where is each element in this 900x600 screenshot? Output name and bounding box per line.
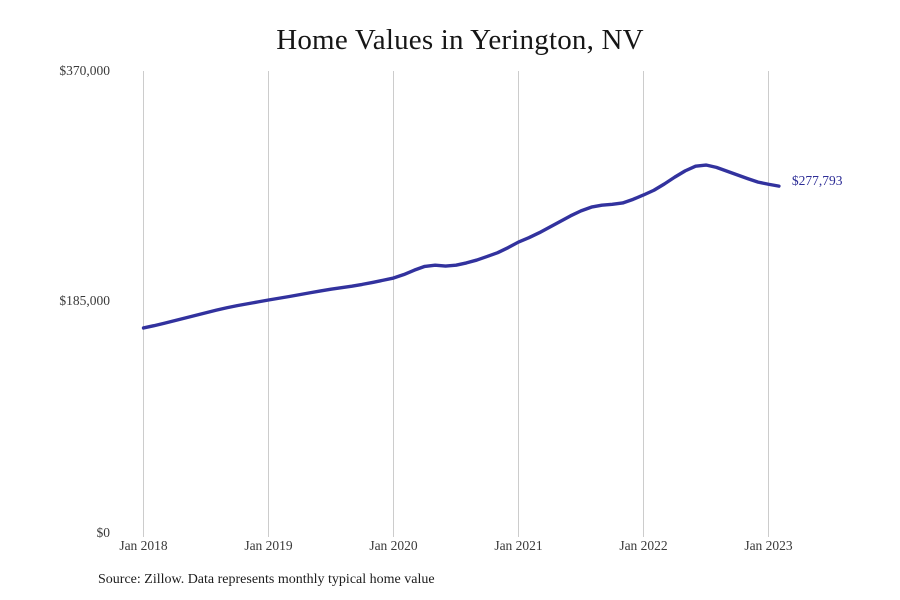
chart-title: Home Values in Yerington, NV (276, 24, 644, 56)
home-value-line (141, 163, 781, 330)
x-tick-jan-2021: Jan 2021 (494, 538, 543, 553)
y-tick-0: $0 (96, 525, 111, 540)
source-note: Source: Zillow. Data represents monthly … (98, 572, 435, 587)
y-tick-185000: $185,000 (59, 293, 110, 308)
x-tick-jan-2019: Jan 2019 (244, 538, 293, 553)
x-tick-jan-2020: Jan 2020 (369, 538, 418, 553)
y-tick-370000: $370,000 (59, 63, 110, 78)
x-tick-jan-2018: Jan 2018 (119, 538, 168, 553)
x-tick-jan-2022: Jan 2022 (619, 538, 668, 553)
x-tick-jan-2023: Jan 2023 (744, 538, 793, 553)
last-value-label: $277,793 (791, 172, 843, 188)
